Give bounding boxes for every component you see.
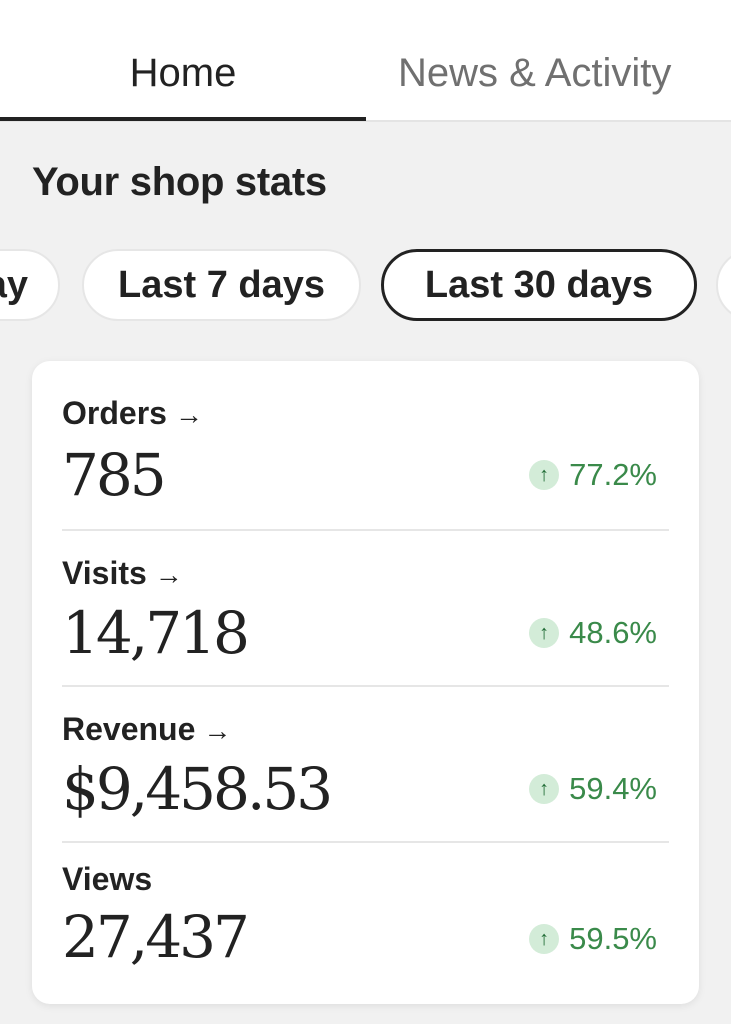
stat-label-text: Orders bbox=[62, 395, 167, 431]
stat-value: 14,718 bbox=[62, 599, 250, 667]
arrow-right-icon: → bbox=[203, 715, 232, 746]
stat-orders[interactable]: Orders → 785 ↑ 77.2% bbox=[62, 361, 669, 517]
stat-change-value: 77.2% bbox=[569, 457, 657, 492]
page-title: Your shop stats bbox=[32, 160, 327, 204]
tab-news-activity[interactable]: News & Activity bbox=[398, 48, 731, 98]
tab-overflow-fade bbox=[691, 40, 731, 100]
stat-change: ↑ 77.2% bbox=[529, 455, 657, 495]
chip-previous-range[interactable]: ay bbox=[0, 249, 60, 321]
top-tab-bar: Home News & Activity bbox=[0, 0, 731, 122]
stat-change: ↑ 59.5% bbox=[529, 919, 657, 959]
date-range-chips: ay Last 7 days Last 30 days bbox=[0, 249, 731, 321]
arrow-right-icon: → bbox=[174, 399, 203, 430]
arrow-up-icon: ↑ bbox=[529, 924, 560, 954]
tab-home[interactable]: Home bbox=[129, 51, 237, 95]
stat-label: Orders → bbox=[62, 395, 203, 432]
arrow-right-icon: → bbox=[154, 559, 183, 590]
stat-label-text: Visits bbox=[62, 555, 147, 591]
stat-change-value: 48.6% bbox=[569, 615, 657, 650]
arrow-up-icon: ↑ bbox=[529, 774, 560, 804]
stat-change: ↑ 59.4% bbox=[529, 769, 657, 809]
stat-label: Revenue → bbox=[62, 711, 231, 748]
stat-label-text: Revenue bbox=[62, 711, 196, 747]
chip-last-30-days[interactable]: Last 30 days bbox=[381, 249, 697, 321]
arrow-up-icon: ↑ bbox=[529, 618, 560, 648]
stat-change-value: 59.4% bbox=[569, 771, 657, 806]
stat-label: Views bbox=[62, 861, 152, 898]
stat-value: $9,458.53 bbox=[62, 755, 333, 823]
stat-revenue[interactable]: Revenue → $9,458.53 ↑ 59.4% bbox=[62, 685, 669, 841]
stat-value: 27,437 bbox=[62, 903, 250, 971]
chip-next-range[interactable] bbox=[716, 249, 731, 321]
stat-change-value: 59.5% bbox=[569, 921, 657, 956]
shop-stats-card: Orders → 785 ↑ 77.2% Visits → 14,718 ↑ 48.… bbox=[32, 361, 699, 1004]
stat-label-text: Views bbox=[62, 861, 153, 897]
chip-last-7-days[interactable]: Last 7 days bbox=[82, 249, 361, 321]
stat-visits[interactable]: Visits → 14,718 ↑ 48.6% bbox=[62, 529, 669, 685]
arrow-up-icon: ↑ bbox=[529, 460, 560, 490]
stat-views[interactable]: Views 27,437 ↑ 59.5% bbox=[62, 841, 669, 997]
stat-label: Visits → bbox=[62, 555, 183, 592]
active-tab-indicator bbox=[0, 117, 366, 121]
stat-value: 785 bbox=[62, 441, 167, 509]
tab-news-activity-label: News & Activity bbox=[398, 51, 672, 95]
stat-change: ↑ 48.6% bbox=[529, 613, 657, 653]
